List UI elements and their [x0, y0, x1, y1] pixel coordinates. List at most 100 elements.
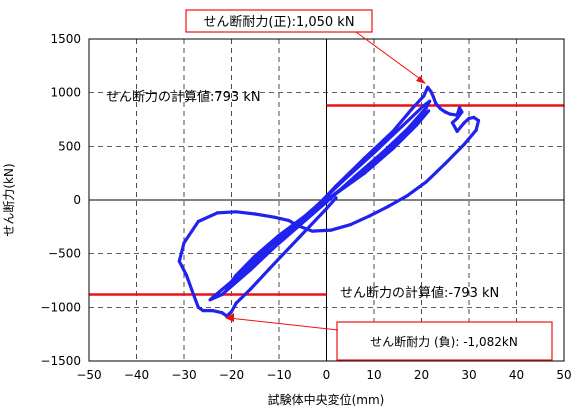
- data-point: [405, 127, 409, 131]
- data-point: [272, 215, 276, 219]
- data-point: [424, 180, 428, 184]
- reference-label-negative: せん断力の計算値:-793 kN: [340, 285, 499, 301]
- y-tick-label: −1000: [40, 300, 81, 314]
- data-point: [455, 116, 459, 120]
- data-point: [248, 287, 253, 291]
- data-point: [227, 283, 231, 287]
- data-point: [282, 232, 286, 236]
- data-point: [177, 259, 181, 263]
- data-point: [253, 258, 257, 262]
- y-tick-label: 1000: [50, 86, 81, 100]
- data-point: [334, 184, 338, 188]
- data-point: [443, 110, 447, 114]
- annotation-text-negative: せん断耐力 (負): -1,082kN: [370, 334, 518, 349]
- tick-labels: −50 −40 −30 −20 −10 0 10 20 30 40 50 −1500 −1000 −500…: [40, 32, 571, 382]
- data-point: [386, 204, 390, 208]
- data-point: [405, 194, 409, 198]
- data-point: [296, 237, 300, 241]
- data-point: [476, 119, 481, 123]
- series-group: [177, 85, 481, 318]
- data-point: [426, 85, 430, 89]
- data-point: [220, 311, 224, 315]
- data-point: [415, 123, 419, 127]
- data-point: [248, 268, 253, 272]
- x-tick-label: −50: [76, 368, 101, 382]
- data-point: [460, 110, 464, 114]
- data-point: [220, 292, 224, 297]
- data-point: [234, 273, 238, 277]
- data-point: [225, 287, 229, 291]
- data-point: [339, 187, 343, 191]
- data-point: [457, 106, 462, 110]
- y-tick-label: −500: [48, 247, 81, 261]
- data-point: [229, 280, 234, 284]
- y-tick-label: 0: [73, 193, 81, 207]
- data-point: [191, 292, 196, 297]
- data-point: [462, 142, 466, 146]
- data-point: [410, 125, 414, 129]
- data-point: [372, 161, 376, 166]
- data-point: [267, 249, 272, 254]
- data-point: [234, 210, 238, 214]
- data-point: [422, 94, 426, 98]
- x-tick-label: −20: [219, 368, 244, 382]
- reference-lines: [89, 104, 564, 296]
- data-point: [213, 293, 217, 298]
- data-point: [419, 113, 424, 117]
- data-point: [201, 309, 205, 313]
- annotation-box-negative: [336, 321, 553, 361]
- data-point: [196, 305, 200, 309]
- data-point: [334, 192, 338, 196]
- data-point: [329, 228, 333, 232]
- x-tick-label: −30: [171, 368, 196, 382]
- x-axis-title: 試験体中央変位(mm): [268, 392, 385, 407]
- data-point: [422, 103, 426, 108]
- data-point: [208, 298, 212, 302]
- data-point: [348, 223, 352, 227]
- data-point: [310, 229, 314, 233]
- data-point: [362, 171, 367, 175]
- data-point: [400, 124, 405, 128]
- data-point: [196, 219, 200, 224]
- data-point: [234, 301, 238, 305]
- data-point: [467, 116, 471, 120]
- x-tick-label: −40: [124, 368, 149, 382]
- data-point: [424, 106, 428, 110]
- y-tick-label: 500: [58, 139, 81, 153]
- data-point: [391, 146, 395, 151]
- data-point: [391, 144, 395, 148]
- data-point: [434, 101, 438, 105]
- data-point: [443, 161, 447, 166]
- annotation-arrow-positive: [355, 31, 424, 82]
- annotation-box-positive: [185, 9, 373, 33]
- data-point: [474, 128, 478, 132]
- data-point: [229, 310, 234, 314]
- series-line: [177, 85, 481, 318]
- data-point: [210, 309, 215, 313]
- y-tick-label: −1500: [40, 354, 81, 368]
- x-tick-label: 10: [366, 368, 381, 382]
- data-point: [410, 107, 414, 111]
- data-point: [239, 275, 243, 279]
- data-point: [472, 115, 476, 119]
- data-point: [438, 107, 443, 111]
- x-tick-label: 0: [323, 368, 331, 382]
- data-point: [462, 121, 466, 125]
- data-point: [253, 254, 257, 258]
- data-point: [324, 200, 329, 204]
- x-tick-label: −10: [266, 368, 291, 382]
- data-point: [372, 151, 376, 155]
- data-point: [343, 176, 348, 181]
- data-point: [381, 150, 386, 154]
- data-point: [215, 211, 219, 215]
- data-point: [315, 203, 319, 207]
- data-point: [184, 273, 188, 277]
- data-point: [334, 196, 338, 200]
- reference-label-positive: せん断力の計算値:793 kN: [106, 89, 261, 105]
- data-point: [431, 95, 435, 99]
- data-point: [305, 214, 310, 218]
- data-point: [277, 241, 281, 245]
- data-point: [448, 112, 452, 116]
- plot-area-border: [88, 38, 565, 362]
